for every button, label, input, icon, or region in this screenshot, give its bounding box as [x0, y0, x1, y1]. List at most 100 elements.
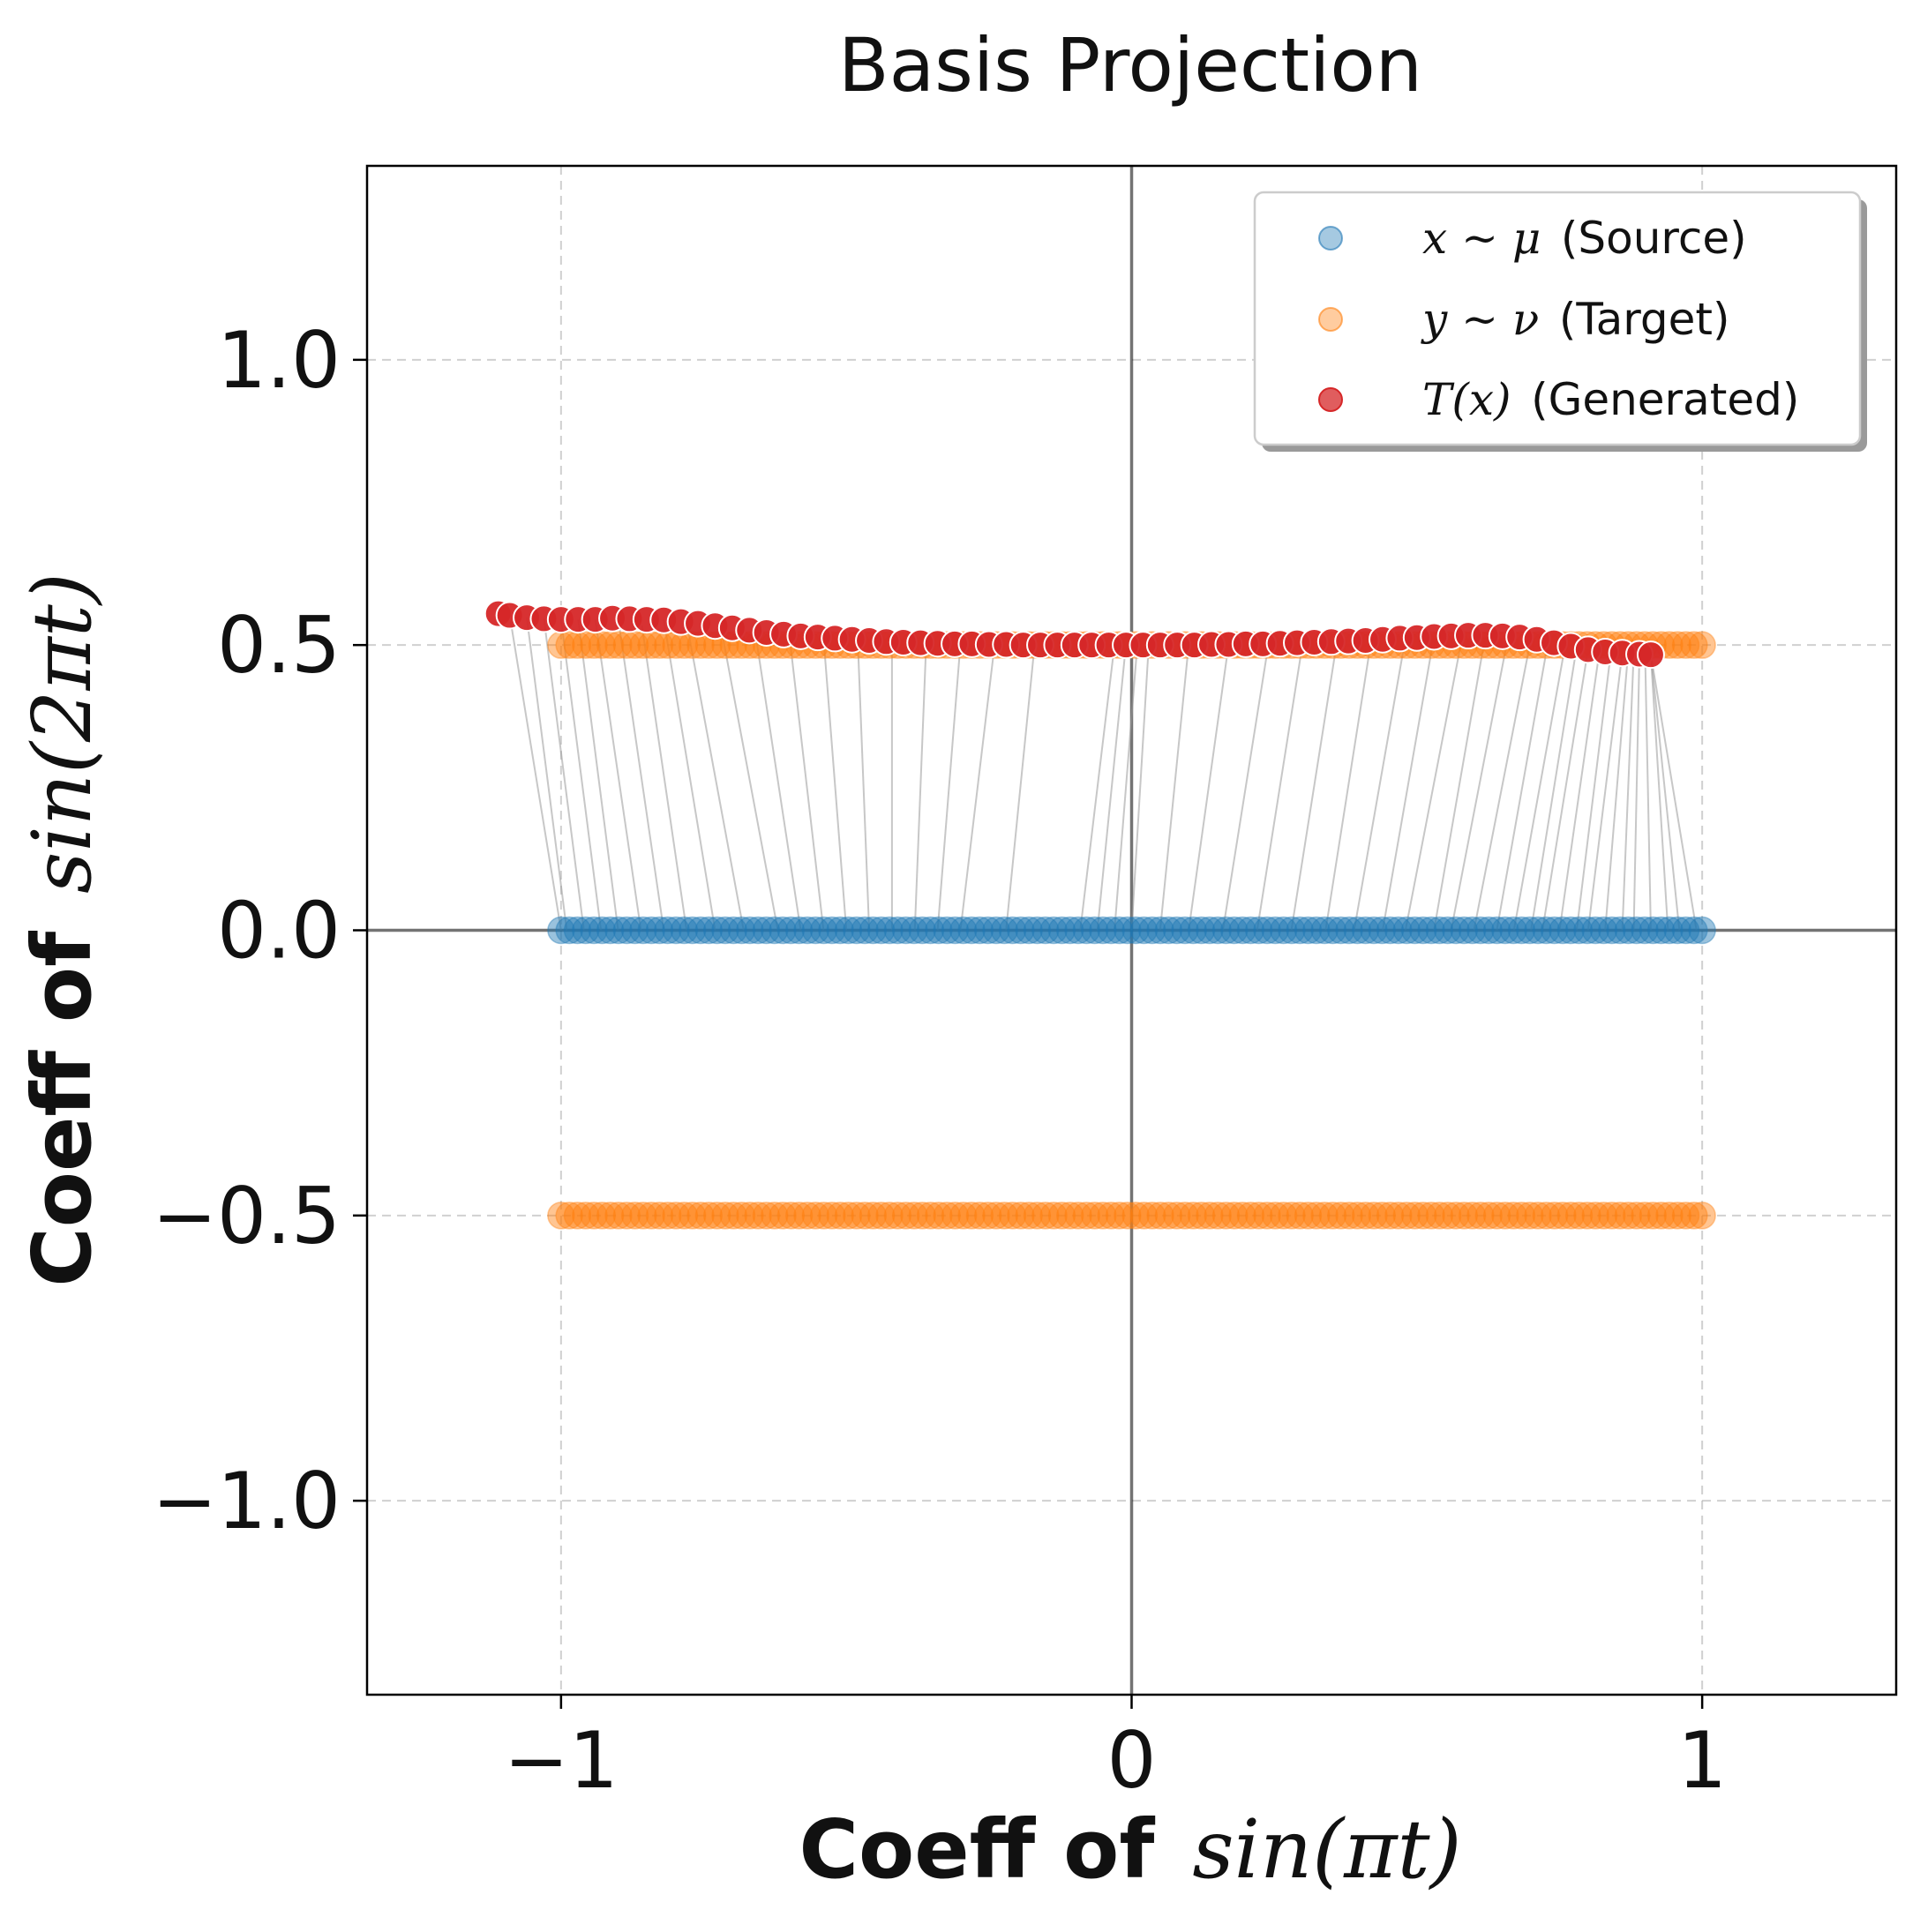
target-point-row1-123 — [1556, 1202, 1586, 1230]
target-point-row1-27 — [769, 1202, 797, 1230]
source-point-35 — [834, 916, 863, 945]
source-point-134 — [1646, 916, 1676, 945]
transport-line-43 — [1604, 653, 1630, 931]
transport-line-2 — [543, 618, 585, 931]
transport-line-12 — [788, 634, 825, 931]
source-point-73 — [1146, 916, 1174, 945]
transport-line-13 — [822, 637, 848, 931]
transport-line-25 — [1188, 644, 1230, 931]
y-ticks: 1.0 0.5 0.0 −0.5 −1.0 — [152, 315, 367, 1546]
target-point-row1-105 — [1409, 1202, 1437, 1230]
target-point-row1-19 — [702, 1202, 731, 1230]
target-point-row1-122 — [1549, 1202, 1577, 1230]
transport-line-46 — [1644, 654, 1652, 931]
source-point-72 — [1138, 916, 1166, 945]
target-point-row1-59 — [1031, 1202, 1060, 1230]
target-point-row1-110 — [1450, 1202, 1479, 1230]
target-point-row1-133 — [1639, 1202, 1668, 1230]
chart-title: Basis Projection — [838, 22, 1422, 109]
target-point-row1-4 — [580, 1202, 608, 1230]
source-point-124 — [1564, 916, 1594, 945]
target-point-row1-77 — [1179, 1202, 1208, 1230]
transport-line-6 — [617, 618, 665, 931]
source-point-16 — [678, 916, 707, 945]
transport-line-32 — [1404, 635, 1464, 931]
target-point-row1-107 — [1425, 1202, 1454, 1230]
source-point-45 — [916, 916, 945, 945]
target-point-row1-24 — [744, 1202, 772, 1230]
source-point-64 — [1072, 916, 1101, 945]
source-point-76 — [1171, 916, 1199, 945]
transport-line-47 — [1649, 655, 1669, 931]
source-point-18 — [694, 916, 724, 945]
source-point-39 — [866, 916, 896, 945]
source-point-132 — [1631, 916, 1659, 945]
source-point-69 — [1114, 916, 1142, 945]
target-point-row1-15 — [670, 1202, 699, 1230]
target-point-row1-88 — [1269, 1202, 1298, 1230]
source-point-97 — [1343, 916, 1372, 945]
target-point-row1-134 — [1646, 1202, 1676, 1230]
source-point-60 — [1039, 916, 1068, 945]
source-point-57 — [1015, 916, 1043, 945]
target-point-row1-120 — [1532, 1202, 1561, 1230]
source-point-137 — [1671, 916, 1700, 945]
target-point-row1-10 — [629, 1202, 657, 1230]
target-point-row1-124 — [1564, 1202, 1594, 1230]
transport-line-27 — [1256, 642, 1304, 931]
target-point-row1-84 — [1236, 1202, 1265, 1230]
y-tick-label-1: 0.5 — [217, 600, 341, 691]
source-point-33 — [818, 916, 846, 945]
target-point-row1-101 — [1376, 1202, 1405, 1230]
target-point-row1-63 — [1064, 1202, 1092, 1230]
source-point-112 — [1466, 916, 1495, 945]
source-point-81 — [1211, 916, 1241, 945]
x-axis-label: Coeff of sin(πt) — [799, 1802, 1461, 1897]
transport-line-42 — [1586, 653, 1624, 931]
target-point-row1-1 — [555, 1202, 583, 1230]
source-point-41 — [883, 916, 912, 945]
transport-line-29 — [1324, 640, 1373, 931]
target-point-row1-92 — [1302, 1202, 1331, 1230]
source-point-15 — [670, 916, 699, 945]
source-point-75 — [1162, 916, 1191, 945]
target-point-row1-111 — [1458, 1202, 1487, 1230]
target-point-row0-138 — [1680, 631, 1708, 659]
source-point-58 — [1023, 916, 1052, 945]
x-axis-label-math: sin(πt) — [1192, 1802, 1461, 1897]
source-point-102 — [1384, 916, 1413, 945]
source-point-13 — [654, 916, 682, 945]
target-point-row1-11 — [637, 1202, 665, 1230]
source-point-40 — [875, 916, 904, 945]
target-point-row1-71 — [1129, 1202, 1159, 1230]
target-point-row1-128 — [1598, 1202, 1626, 1230]
source-point-37 — [851, 916, 879, 945]
transport-lines — [508, 615, 1698, 931]
target-point-row1-26 — [761, 1202, 789, 1230]
target-point-row1-126 — [1581, 1202, 1609, 1230]
generated-points — [484, 599, 1665, 670]
source-point-85 — [1244, 916, 1273, 945]
target-point-row1-23 — [736, 1202, 764, 1230]
source-point-122 — [1549, 916, 1577, 945]
source-point-7 — [604, 916, 633, 945]
transport-line-22 — [1114, 645, 1138, 931]
source-point-9 — [620, 916, 649, 945]
target-point-row1-89 — [1278, 1202, 1306, 1230]
source-point-63 — [1064, 916, 1092, 945]
target-point-row1-40 — [875, 1202, 904, 1230]
target-point-row0-137 — [1671, 631, 1700, 659]
source-point-119 — [1524, 916, 1552, 945]
target-point-row1-95 — [1327, 1202, 1355, 1230]
source-point-80 — [1204, 916, 1232, 945]
source-point-3 — [572, 916, 600, 945]
transport-line-49 — [1649, 655, 1698, 931]
transport-line-14 — [857, 640, 871, 931]
source-point-92 — [1302, 916, 1331, 945]
target-point-row1-25 — [752, 1202, 781, 1230]
target-point-row1-54 — [990, 1202, 1019, 1230]
target-point-row1-81 — [1211, 1202, 1241, 1230]
source-point-22 — [727, 916, 756, 945]
target-point-row1-86 — [1253, 1202, 1281, 1230]
